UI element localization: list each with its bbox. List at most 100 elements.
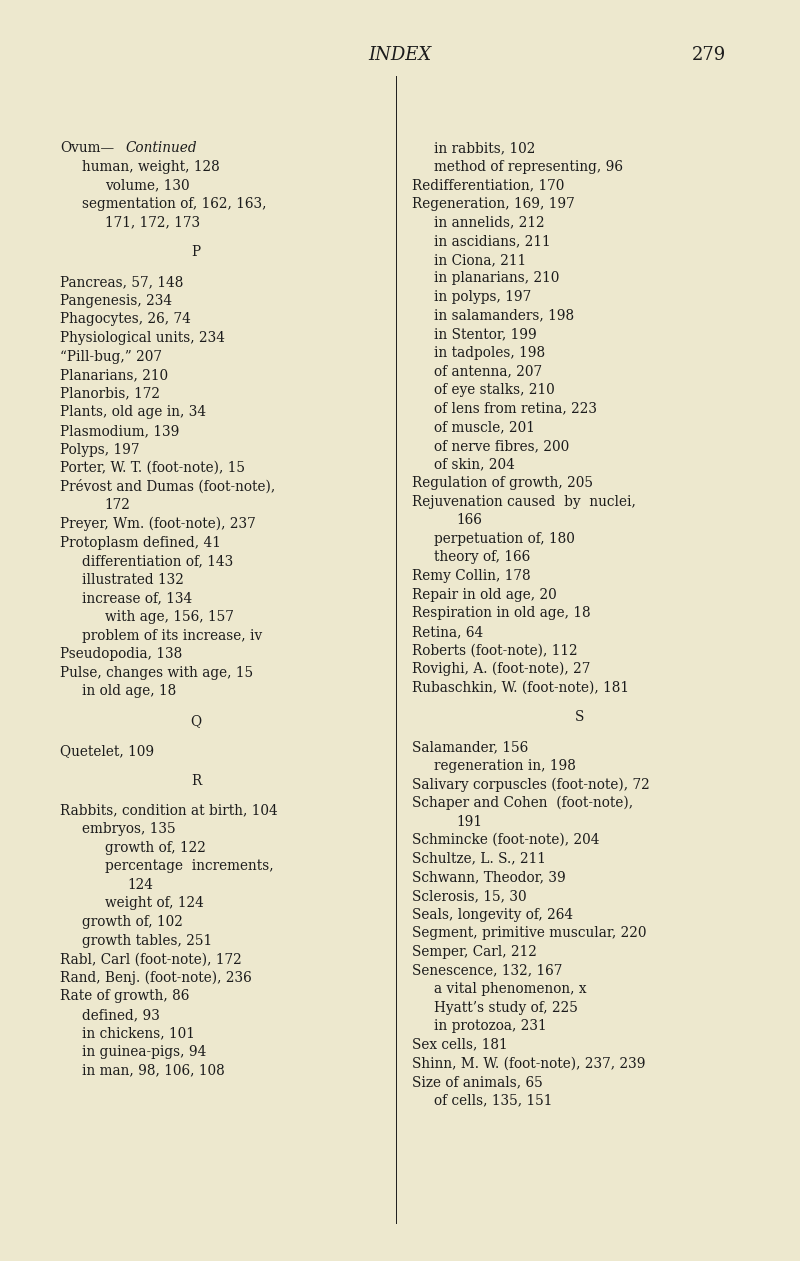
Text: percentage  increments,: percentage increments,	[105, 859, 274, 873]
Text: Regulation of growth, 205: Regulation of growth, 205	[412, 477, 593, 491]
Text: Hyatt’s study of, 225: Hyatt’s study of, 225	[434, 1000, 578, 1015]
Text: Rabbits, condition at birth, 104: Rabbits, condition at birth, 104	[60, 803, 278, 817]
Text: differentiation of, 143: differentiation of, 143	[82, 554, 234, 569]
Text: Pancreas, 57, 148: Pancreas, 57, 148	[60, 275, 183, 289]
Text: theory of, 166: theory of, 166	[434, 551, 530, 565]
Text: in chickens, 101: in chickens, 101	[82, 1026, 195, 1040]
Text: Prévost and Dumas (foot-note),: Prévost and Dumas (foot-note),	[60, 479, 275, 494]
Text: Schultze, L. S., 211: Schultze, L. S., 211	[412, 851, 546, 866]
Text: Plasmodium, 139: Plasmodium, 139	[60, 424, 179, 438]
Text: Physiological units, 234: Physiological units, 234	[60, 330, 225, 346]
Text: in rabbits, 102: in rabbits, 102	[434, 141, 536, 155]
Text: a vital phenomenon, x: a vital phenomenon, x	[434, 982, 587, 996]
Text: in tadpoles, 198: in tadpoles, 198	[434, 346, 546, 359]
Text: Rovighi, A. (foot-note), 27: Rovighi, A. (foot-note), 27	[412, 662, 590, 676]
Text: problem of its increase, iv: problem of its increase, iv	[82, 628, 262, 643]
Text: 279: 279	[692, 47, 726, 64]
Text: Ovum—: Ovum—	[60, 141, 114, 155]
Text: Protoplasm defined, 41: Protoplasm defined, 41	[60, 536, 221, 550]
Text: Respiration in old age, 18: Respiration in old age, 18	[412, 607, 590, 620]
Text: Rand, Benj. (foot-note), 236: Rand, Benj. (foot-note), 236	[60, 971, 252, 985]
Text: Redifferentiation, 170: Redifferentiation, 170	[412, 179, 564, 193]
Text: defined, 93: defined, 93	[82, 1008, 160, 1021]
Text: Repair in old age, 20: Repair in old age, 20	[412, 588, 557, 601]
Text: Rejuvenation caused  by  nuclei,: Rejuvenation caused by nuclei,	[412, 494, 636, 508]
Text: regeneration in, 198: regeneration in, 198	[434, 759, 576, 773]
Text: Seals, longevity of, 264: Seals, longevity of, 264	[412, 908, 573, 922]
Text: embryos, 135: embryos, 135	[82, 822, 176, 836]
Text: 172: 172	[105, 498, 130, 512]
Text: Senescence, 132, 167: Senescence, 132, 167	[412, 963, 562, 977]
Text: S: S	[575, 710, 585, 724]
Text: “Pill-bug,” 207: “Pill-bug,” 207	[60, 349, 162, 363]
Text: of muscle, 201: of muscle, 201	[434, 420, 535, 434]
Text: Retina, 64: Retina, 64	[412, 625, 483, 639]
Text: Size of animals, 65: Size of animals, 65	[412, 1074, 542, 1090]
Text: 171, 172, 173: 171, 172, 173	[105, 216, 200, 230]
Text: Planarians, 210: Planarians, 210	[60, 368, 168, 382]
Text: 191: 191	[457, 815, 483, 828]
Text: of nerve fibres, 200: of nerve fibres, 200	[434, 439, 570, 453]
Text: in Stentor, 199: in Stentor, 199	[434, 328, 537, 342]
Text: Quetelet, 109: Quetelet, 109	[60, 744, 154, 758]
Text: human, weight, 128: human, weight, 128	[82, 160, 220, 174]
Text: Sclerosis, 15, 30: Sclerosis, 15, 30	[412, 889, 526, 903]
Text: Salivary corpuscles (foot-note), 72: Salivary corpuscles (foot-note), 72	[412, 777, 650, 792]
Text: Semper, Carl, 212: Semper, Carl, 212	[412, 944, 537, 958]
Text: Schaper and Cohen  (foot-note),: Schaper and Cohen (foot-note),	[412, 796, 633, 811]
Text: perpetuation of, 180: perpetuation of, 180	[434, 532, 575, 546]
Text: Pangenesis, 234: Pangenesis, 234	[60, 294, 172, 308]
Text: Preyer, Wm. (foot-note), 237: Preyer, Wm. (foot-note), 237	[60, 517, 256, 531]
Text: segmentation of, 162, 163,: segmentation of, 162, 163,	[82, 197, 267, 211]
Text: of lens from retina, 223: of lens from retina, 223	[434, 402, 598, 416]
Text: of eye stalks, 210: of eye stalks, 210	[434, 383, 555, 397]
Text: Plants, old age in, 34: Plants, old age in, 34	[60, 405, 206, 420]
Text: in guinea-pigs, 94: in guinea-pigs, 94	[82, 1045, 206, 1059]
Text: with age, 156, 157: with age, 156, 157	[105, 610, 234, 624]
Text: Regeneration, 169, 197: Regeneration, 169, 197	[412, 197, 574, 211]
Text: Polyps, 197: Polyps, 197	[60, 443, 139, 456]
Text: Shinn, M. W. (foot-note), 237, 239: Shinn, M. W. (foot-note), 237, 239	[412, 1057, 646, 1071]
Text: Planorbis, 172: Planorbis, 172	[60, 387, 160, 401]
Text: growth of, 122: growth of, 122	[105, 841, 206, 855]
Text: INDEX: INDEX	[368, 47, 432, 64]
Text: method of representing, 96: method of representing, 96	[434, 160, 623, 174]
Text: Pseudopodia, 138: Pseudopodia, 138	[60, 647, 182, 661]
Text: Rabl, Carl (foot-note), 172: Rabl, Carl (foot-note), 172	[60, 952, 242, 966]
Text: weight of, 124: weight of, 124	[105, 897, 204, 910]
Text: Phagocytes, 26, 74: Phagocytes, 26, 74	[60, 313, 191, 327]
Text: R: R	[191, 774, 201, 788]
Text: Schmincke (foot-note), 204: Schmincke (foot-note), 204	[412, 834, 599, 847]
Text: in protozoa, 231: in protozoa, 231	[434, 1019, 547, 1033]
Text: growth tables, 251: growth tables, 251	[82, 933, 213, 947]
Text: in annelids, 212: in annelids, 212	[434, 216, 545, 230]
Text: increase of, 134: increase of, 134	[82, 591, 193, 605]
Text: Porter, W. T. (foot-note), 15: Porter, W. T. (foot-note), 15	[60, 462, 245, 475]
Text: Q: Q	[190, 714, 202, 728]
Text: in polyps, 197: in polyps, 197	[434, 290, 532, 304]
Text: of skin, 204: of skin, 204	[434, 458, 515, 472]
Text: 166: 166	[457, 513, 482, 527]
Text: Roberts (foot-note), 112: Roberts (foot-note), 112	[412, 643, 578, 657]
Text: 124: 124	[127, 878, 154, 892]
Text: growth of, 102: growth of, 102	[82, 915, 183, 929]
Text: Remy Collin, 178: Remy Collin, 178	[412, 569, 530, 583]
Text: Rubaschkin, W. (foot-note), 181: Rubaschkin, W. (foot-note), 181	[412, 681, 629, 695]
Text: Pulse, changes with age, 15: Pulse, changes with age, 15	[60, 666, 253, 680]
Text: of antenna, 207: of antenna, 207	[434, 364, 542, 378]
Text: Segment, primitive muscular, 220: Segment, primitive muscular, 220	[412, 926, 646, 941]
Text: Salamander, 156: Salamander, 156	[412, 740, 528, 754]
Text: in old age, 18: in old age, 18	[82, 685, 177, 699]
Text: Continued: Continued	[126, 141, 198, 155]
Text: volume, 130: volume, 130	[105, 179, 190, 193]
Text: Rate of growth, 86: Rate of growth, 86	[60, 990, 190, 1004]
Text: illustrated 132: illustrated 132	[82, 572, 184, 586]
Text: in salamanders, 198: in salamanders, 198	[434, 309, 574, 323]
Text: Schwann, Theodor, 39: Schwann, Theodor, 39	[412, 870, 566, 884]
Text: P: P	[191, 246, 201, 260]
Text: in man, 98, 106, 108: in man, 98, 106, 108	[82, 1064, 225, 1078]
Text: in Ciona, 211: in Ciona, 211	[434, 253, 526, 267]
Text: of cells, 135, 151: of cells, 135, 151	[434, 1093, 553, 1107]
Text: Sex cells, 181: Sex cells, 181	[412, 1038, 508, 1052]
Text: in ascidians, 211: in ascidians, 211	[434, 235, 551, 248]
